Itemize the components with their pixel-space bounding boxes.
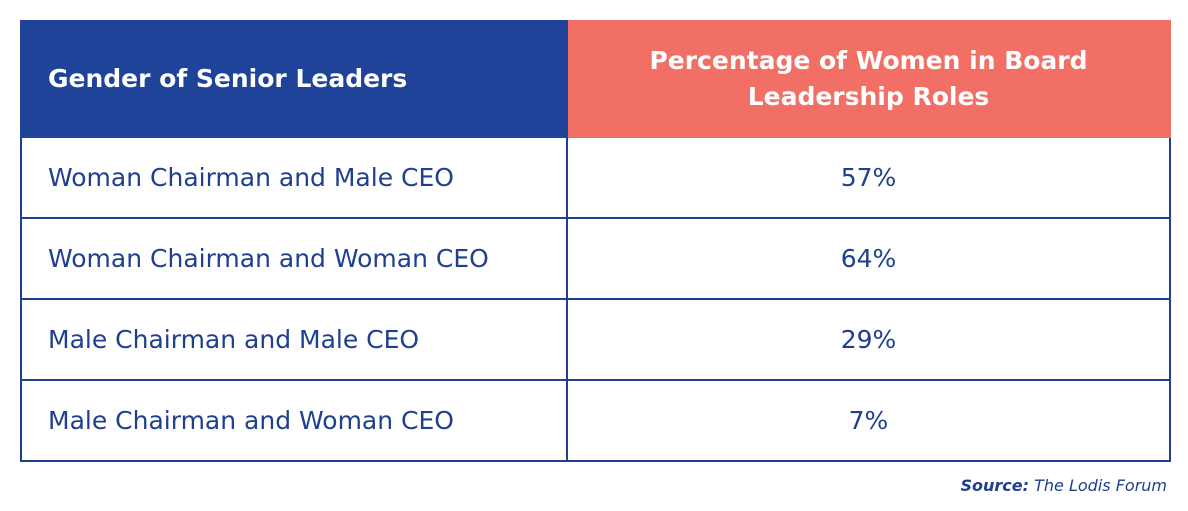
row-label: Male Chairman and Male CEO [20, 298, 568, 381]
row-value: 64% [566, 217, 1171, 300]
table-row: Male Chairman and Woman CEO 7% [20, 379, 1171, 462]
row-value: 7% [566, 379, 1171, 462]
table-row: Woman Chairman and Woman CEO 64% [20, 217, 1171, 300]
row-label: Woman Chairman and Male CEO [20, 136, 568, 219]
column-header-gender: Gender of Senior Leaders [20, 20, 568, 138]
source-note: Source: The Lodis Forum [961, 476, 1168, 495]
leadership-table: Gender of Senior Leaders Percentage of W… [20, 20, 1171, 462]
row-value: 57% [566, 136, 1171, 219]
row-label: Woman Chairman and Woman CEO [20, 217, 568, 300]
table-row: Woman Chairman and Male CEO 57% [20, 136, 1171, 219]
table-row: Male Chairman and Male CEO 29% [20, 298, 1171, 381]
row-value: 29% [566, 298, 1171, 381]
source-text: The Lodis Forum [1034, 476, 1167, 495]
source-label: Source: [960, 476, 1030, 495]
column-header-percentage: Percentage of Women in Board Leadership … [566, 20, 1171, 138]
row-label: Male Chairman and Woman CEO [20, 379, 568, 462]
table-header-row: Gender of Senior Leaders Percentage of W… [20, 20, 1171, 138]
